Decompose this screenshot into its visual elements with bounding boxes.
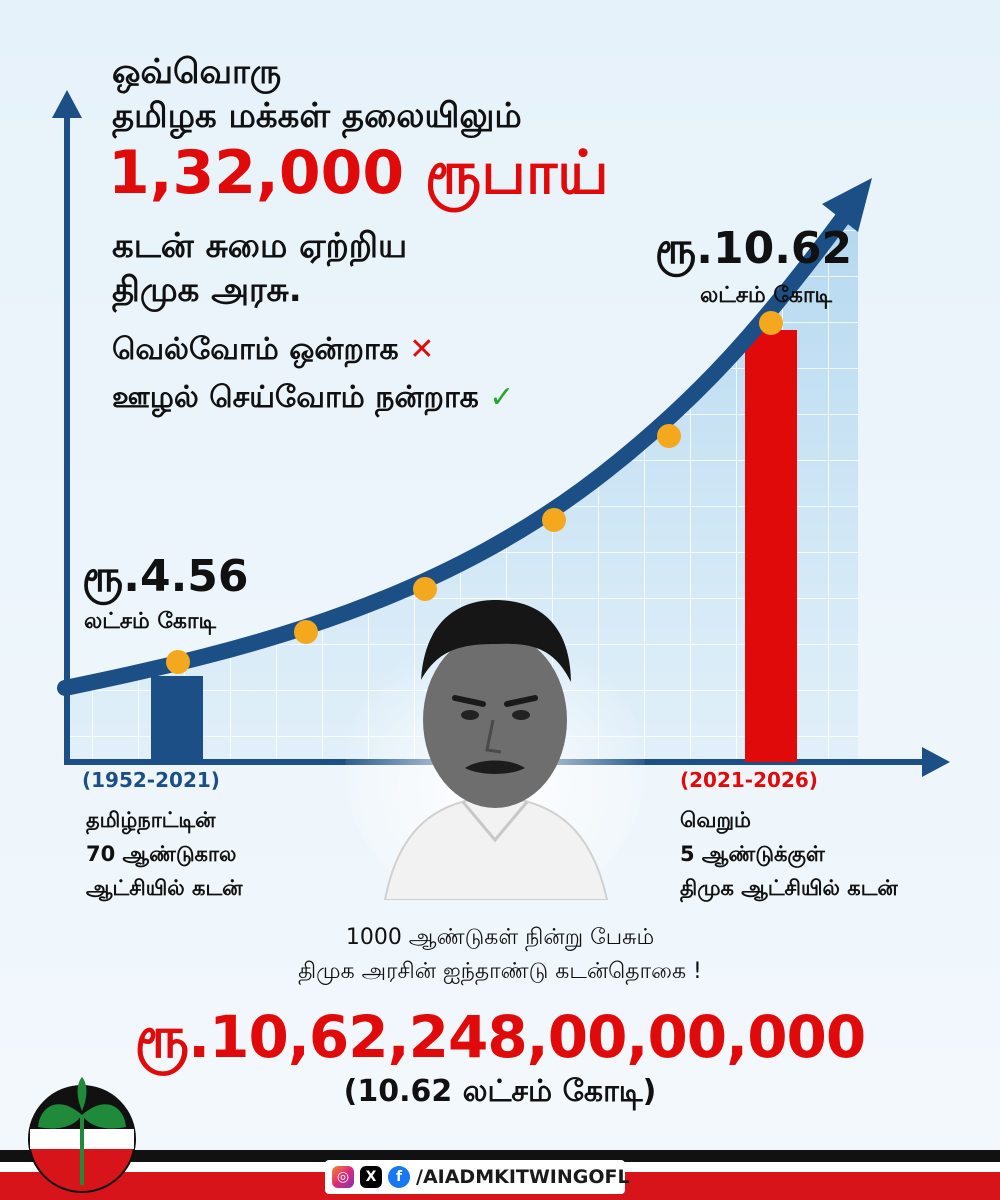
right-amount-unit: லட்சம் கோடி xyxy=(700,283,833,308)
summary-line-2: திமுக அரசின் ஐந்தாண்டு கடன்தொகை ! xyxy=(298,959,702,984)
leaf-left-icon xyxy=(38,1104,82,1129)
slogan-wrong-text: வெல்வோம் ஒன்றாக xyxy=(112,332,399,367)
bar-2021-2026 xyxy=(745,330,797,762)
curve-dot xyxy=(657,424,681,448)
bar-1952-2021 xyxy=(151,676,203,762)
slogan-right-text: ஊழல் செய்வோம் நன்றாக xyxy=(112,380,479,415)
total-amount: ரூ.10,62,248,00,00,000 xyxy=(134,1003,867,1071)
right-amount: ரூ.10.62 xyxy=(655,223,853,274)
curve-dot xyxy=(294,620,318,644)
facebook-icon[interactable]: f xyxy=(388,1166,410,1188)
curve-dot xyxy=(542,508,566,532)
left-amount: ரூ.4.56 xyxy=(82,551,249,602)
cross-icon: ✕ xyxy=(409,332,435,367)
curve-dot xyxy=(166,650,190,674)
right-desc-line-2: 5 ஆண்டுக்குள் xyxy=(680,842,825,866)
slogan-right: ஊழல் செய்வோம் நன்றாக ✓ xyxy=(112,378,514,418)
right-desc-line-3: திமுக ஆட்சியில் கடன் xyxy=(680,876,898,900)
slogan-wrong: வெல்வோம் ஒன்றாக ✕ xyxy=(112,330,434,370)
headline-line-3: கடன் சுமை ஏற்றிய xyxy=(112,226,408,266)
growth-arrow-icon xyxy=(822,178,872,232)
y-axis-arrow-icon xyxy=(52,90,82,118)
curve-dot xyxy=(759,311,783,335)
social-links: ◎ X f /AIADMKITWINGOFL xyxy=(332,1163,630,1191)
leaf-top-icon xyxy=(77,1077,87,1111)
headline-line-1: ஒவ்வொரு xyxy=(112,52,282,92)
check-icon: ✓ xyxy=(489,380,515,415)
curve-dot xyxy=(413,577,437,601)
left-desc-line-3: ஆட்சியில் கடன் xyxy=(86,876,243,900)
x-icon[interactable]: X xyxy=(360,1166,382,1188)
social-handle[interactable]: /AIADMKITWINGOFL xyxy=(416,1166,630,1188)
left-range-label: (1952-2021) xyxy=(82,768,220,792)
growth-curve xyxy=(57,207,853,696)
left-desc-line-1: தமிழ்நாட்டின் xyxy=(86,808,216,832)
total-amount-sub: (10.62 லட்சம் கோடி) xyxy=(343,1074,657,1109)
left-amount-unit: லட்சம் கோடி xyxy=(84,609,217,634)
x-axis-arrow-icon xyxy=(922,747,950,777)
headline-line-4: திமுக அரசு. xyxy=(112,270,302,310)
curve-area-grid xyxy=(65,200,858,762)
headline-line-2: தமிழக மக்கள் தலையிலும் xyxy=(112,96,522,136)
leader-portrait xyxy=(345,600,645,900)
left-desc-line-2: 70 ஆண்டுகால xyxy=(86,842,237,866)
right-desc-line-1: வெறும் xyxy=(680,808,751,832)
headline-amount: 1,32,000 ரூபாய் xyxy=(108,138,609,208)
party-logo xyxy=(28,1077,136,1193)
right-range-label: (2021-2026) xyxy=(680,768,818,792)
stripe-black xyxy=(0,1150,1000,1162)
instagram-icon[interactable]: ◎ xyxy=(332,1166,354,1188)
summary-line-1: 1000 ஆண்டுகள் நின்று பேசும் xyxy=(345,925,655,950)
leaf-right-icon xyxy=(82,1104,126,1129)
